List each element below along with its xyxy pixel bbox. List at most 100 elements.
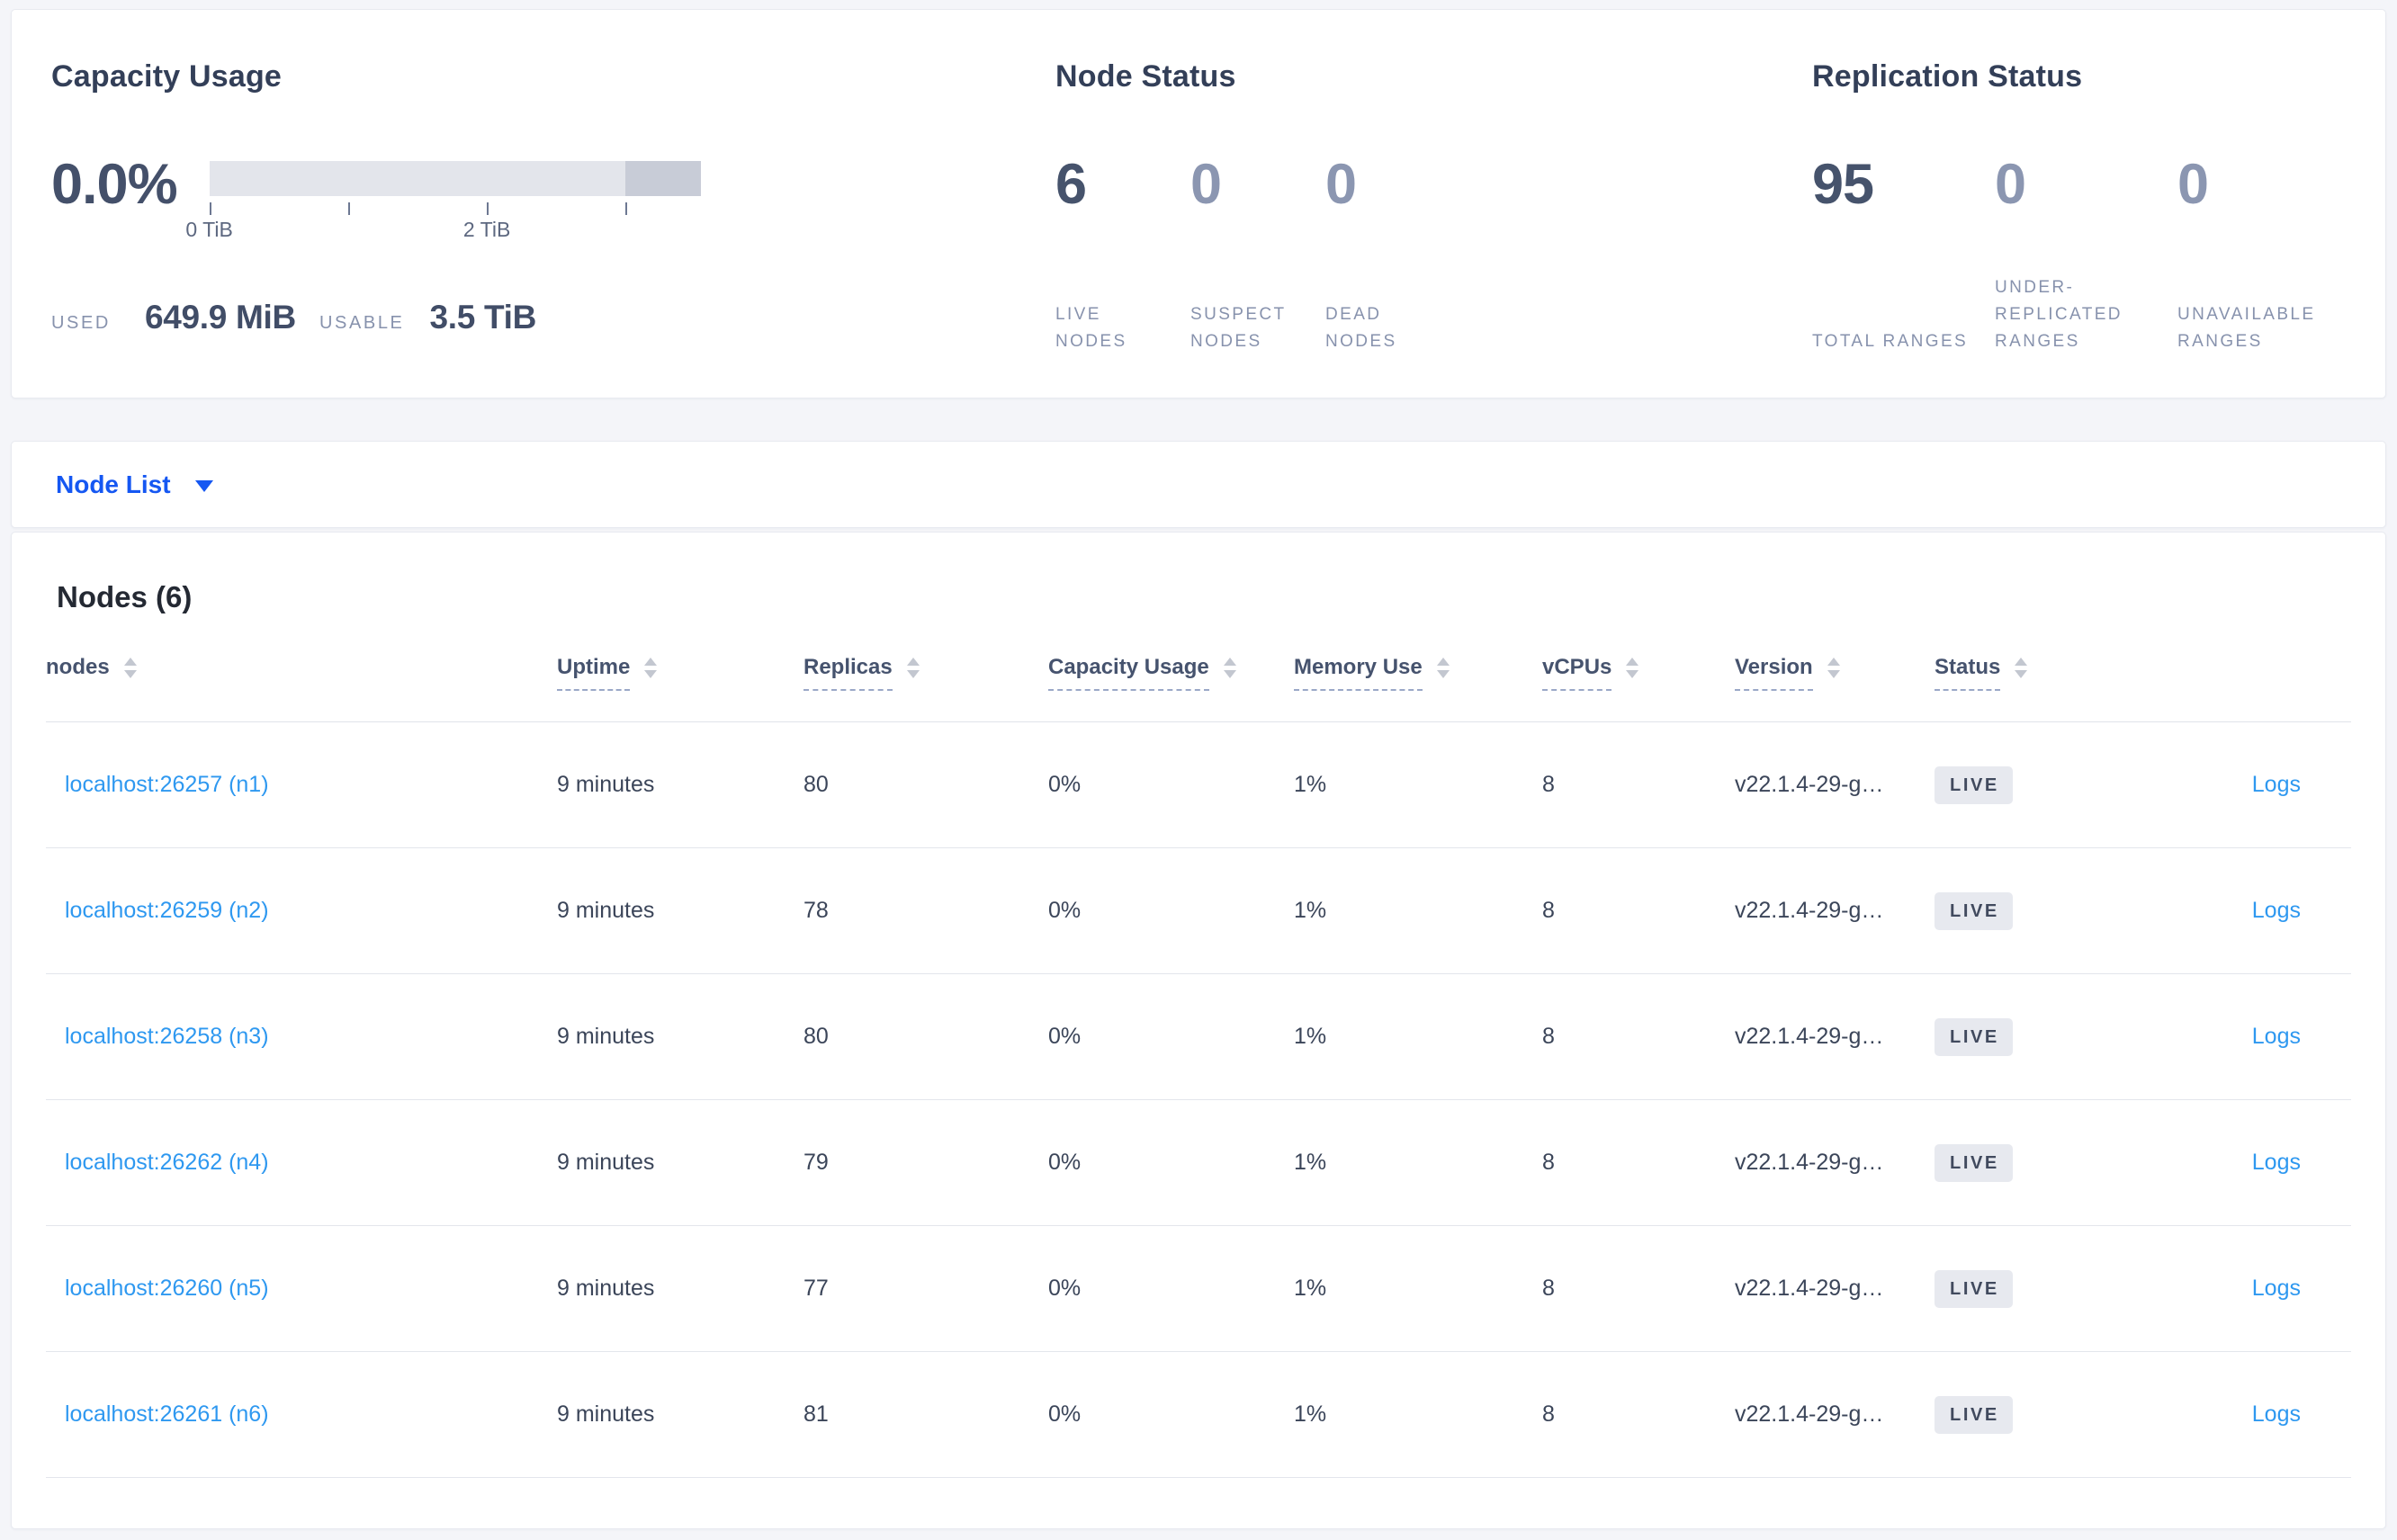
status-badge: LIVE [1935,1143,2013,1182]
column-header-label: Status [1935,655,2001,691]
capacity-usage-cell: 0% [1048,1024,1082,1049]
logs-link[interactable]: Logs [2251,1150,2301,1175]
sort-down-triangle [2015,670,2028,678]
uptime-cell: 9 minutes [557,1276,655,1301]
node-status-stat: 6 LIVE NODES [1055,154,1190,355]
sort-up-triangle [1436,658,1450,666]
sort-icon[interactable] [906,658,920,678]
node-address-link[interactable]: localhost:26261 (n6) [65,1401,269,1427]
stat-value: 95 [1812,153,1874,216]
logs-link[interactable]: Logs [2251,1401,2301,1427]
vcpus-cell: 8 [1542,1150,1555,1175]
sort-icon[interactable] [644,658,658,678]
column-header[interactable]: Uptime [557,655,803,691]
node-address-link[interactable]: localhost:26257 (n1) [65,772,269,797]
version-cell: v22.1.4-29-g… [1735,898,1884,923]
node-address-link[interactable]: localhost:26259 (n2) [65,898,269,923]
table-row: localhost:26259 (n2) 9 minutes 78 0% 1% … [46,848,2351,974]
status-cell: LIVE [1935,1395,2147,1434]
node-status-section: Node Status 6 LIVE NODES 0 SUSPECT NODES… [1055,10,1812,398]
status-cell: LIVE [1935,766,2147,804]
table-row: localhost:26260 (n5) 9 minutes 77 0% 1% … [46,1226,2351,1352]
sort-icon[interactable] [1827,658,1840,678]
sort-icon[interactable] [1436,658,1450,678]
stat-value: 0 [1995,153,2026,216]
sort-icon[interactable] [1626,658,1639,678]
logs-link[interactable]: Logs [2251,772,2301,797]
version-cell: v22.1.4-29-g… [1735,772,1884,797]
column-header[interactable]: Replicas [803,655,1048,691]
version-cell: v22.1.4-29-g… [1735,1150,1884,1175]
node-list-dropdown[interactable]: Node List [56,470,213,499]
capacity-usage-cell: 0% [1048,772,1082,797]
status-badge: LIVE [1935,891,2013,930]
table-row: localhost:26262 (n4) 9 minutes 79 0% 1% … [46,1100,2351,1226]
column-header[interactable]: Memory Use [1294,655,1542,691]
capacity-bar-ticks [209,196,701,216]
sort-down-triangle [644,670,658,678]
logs-cell: Logs [2147,898,2353,924]
node-status-title: Node Status [1055,59,1236,94]
node-address-cell: localhost:26262 (n4) [46,1150,557,1176]
replicas-cell: 80 [803,1024,829,1049]
vcpus-cell: 8 [1542,1024,1555,1049]
capacity-usage-title: Capacity Usage [51,59,283,94]
uptime-cell: 9 minutes [557,772,655,797]
column-header[interactable]: vCPUs [1542,655,1735,691]
status-cell: LIVE [1935,1143,2147,1182]
usable-value: 3.5 TiB [429,299,537,336]
tick-mark [209,202,211,215]
capacity-percent-value: 0.0% [51,153,178,216]
node-address-link[interactable]: localhost:26262 (n4) [65,1150,269,1175]
stat-value: 0 [1190,153,1222,216]
sort-down-triangle [1436,670,1450,678]
caret-down-icon [194,480,213,492]
stat-label: LIVE NODES [1055,305,1127,351]
capacity-usage-section: Capacity Usage 0.0% 0 TiB [51,10,1055,398]
stat-value: 6 [1055,153,1087,216]
column-header[interactable]: Status [1935,655,2147,691]
column-header[interactable]: Version [1735,655,1935,691]
capacity-usage-stats: USED 649.9 MiB USABLE 3.5 TiB [51,299,1055,336]
sort-icon[interactable] [2015,658,2028,678]
logs-link[interactable]: Logs [2251,1024,2301,1049]
replicas-cell: 79 [803,1150,829,1175]
vcpus-cell: 8 [1542,1401,1555,1427]
column-header-label: Capacity Usage [1048,655,1209,691]
node-status-stat: 0 DEAD NODES [1325,154,1460,355]
node-address-cell: localhost:26260 (n5) [46,1276,557,1302]
stat-value: 0 [2177,153,2209,216]
memory-use-cell: 1% [1294,1150,1327,1175]
replicas-cell: 81 [803,1401,829,1427]
capacity-usage-chart: 0.0% 0 TiB 2 TiB [51,154,1055,243]
memory-use-cell: 1% [1294,1401,1327,1427]
node-address-link[interactable]: localhost:26260 (n5) [65,1276,269,1301]
table-body: localhost:26257 (n1) 9 minutes 80 0% 1% … [46,722,2351,1478]
version-cell: v22.1.4-29-g… [1735,1024,1884,1049]
tick-mark [625,202,628,215]
sort-up-triangle [906,658,920,666]
used-value: 649.9 MiB [144,299,296,336]
sort-down-triangle [123,670,137,678]
stat-label: SUSPECT NODES [1190,305,1287,351]
vcpus-cell: 8 [1542,1276,1555,1301]
stat-label: UNDER-REPLICATED RANGES [1995,278,2123,351]
status-badge: LIVE [1935,1017,2013,1056]
node-status-stat: 0 SUSPECT NODES [1190,154,1325,355]
sort-icon[interactable] [1223,658,1236,678]
status-cell: LIVE [1935,891,2147,930]
tick-mark [487,202,489,215]
cluster-summary-card: Capacity Usage 0.0% 0 TiB [11,9,2386,398]
column-header[interactable]: nodes [46,655,557,691]
sort-down-triangle [1827,670,1840,678]
column-header[interactable]: Capacity Usage [1048,655,1294,691]
logs-link[interactable]: Logs [2251,1276,2301,1301]
node-address-link[interactable]: localhost:26258 (n3) [65,1024,269,1049]
sort-icon[interactable] [123,658,137,678]
status-badge: LIVE [1935,766,2013,804]
replicas-cell: 77 [803,1276,829,1301]
sort-up-triangle [1827,658,1840,666]
logs-link[interactable]: Logs [2251,898,2301,923]
axis-label-2tib: 2 TiB [462,218,511,241]
